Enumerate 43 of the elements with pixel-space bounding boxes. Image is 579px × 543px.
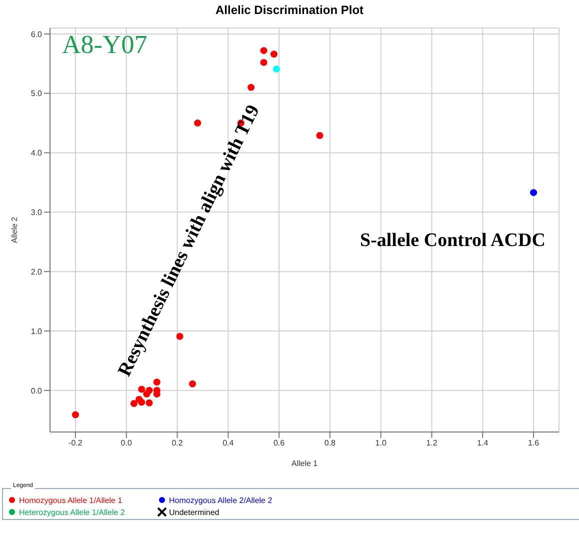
chart-title: Allelic Discrimination Plot	[214, 2, 365, 19]
y-tick-label: 5.0	[30, 89, 43, 98]
y-tick-label: 6.0	[30, 30, 43, 39]
x-tick-label: 1.6	[528, 438, 540, 448]
point	[316, 132, 324, 140]
y-axis-title: Allele 2	[10, 216, 19, 244]
point	[270, 50, 278, 58]
legend-label: Homozygous Allele 1/Allele 1	[18, 495, 124, 505]
legend-label: Heterozygous Allele 1/Allele 2	[18, 507, 126, 517]
y-tick-label: 0.0	[30, 386, 43, 396]
x-tick-label: 1.4	[477, 438, 489, 448]
x-tick-label: 0.2	[172, 438, 184, 448]
x-tick-label: 1.0	[375, 438, 387, 448]
point	[189, 380, 196, 388]
y-tick-label: 2.0	[30, 267, 43, 276]
point	[72, 411, 79, 418]
point	[146, 399, 153, 406]
point	[138, 398, 146, 406]
point	[530, 189, 538, 196]
y-tick-label: 1.0	[30, 326, 43, 336]
y-tick-label: 3.0	[30, 208, 43, 218]
annotation: S-allele Control ACDC	[360, 230, 546, 252]
x-tick-label: 0.6	[273, 438, 286, 448]
point	[248, 84, 255, 91]
point	[130, 400, 138, 407]
point	[138, 386, 146, 393]
y-tick-label: 4.0	[30, 148, 43, 158]
point	[176, 332, 184, 340]
point	[143, 390, 150, 398]
point	[260, 58, 268, 66]
legend-label: Homozygous Allele 2/Allele 2	[168, 495, 274, 505]
x-tick-label: 0.4	[222, 438, 234, 448]
x-tick-label: 1.2	[426, 438, 438, 448]
point	[260, 47, 268, 54]
legend-label: Undetermined	[168, 507, 220, 517]
point	[194, 120, 202, 127]
x-tick-label: 0.8	[324, 438, 336, 448]
point	[153, 378, 160, 386]
x-tick-label: 0.0	[120, 438, 132, 448]
point	[273, 65, 280, 72]
annotation: A8-Y07	[62, 30, 148, 60]
x-tick-label: -0.2	[68, 438, 83, 448]
x-axis-title: Allele 1	[291, 459, 318, 468]
